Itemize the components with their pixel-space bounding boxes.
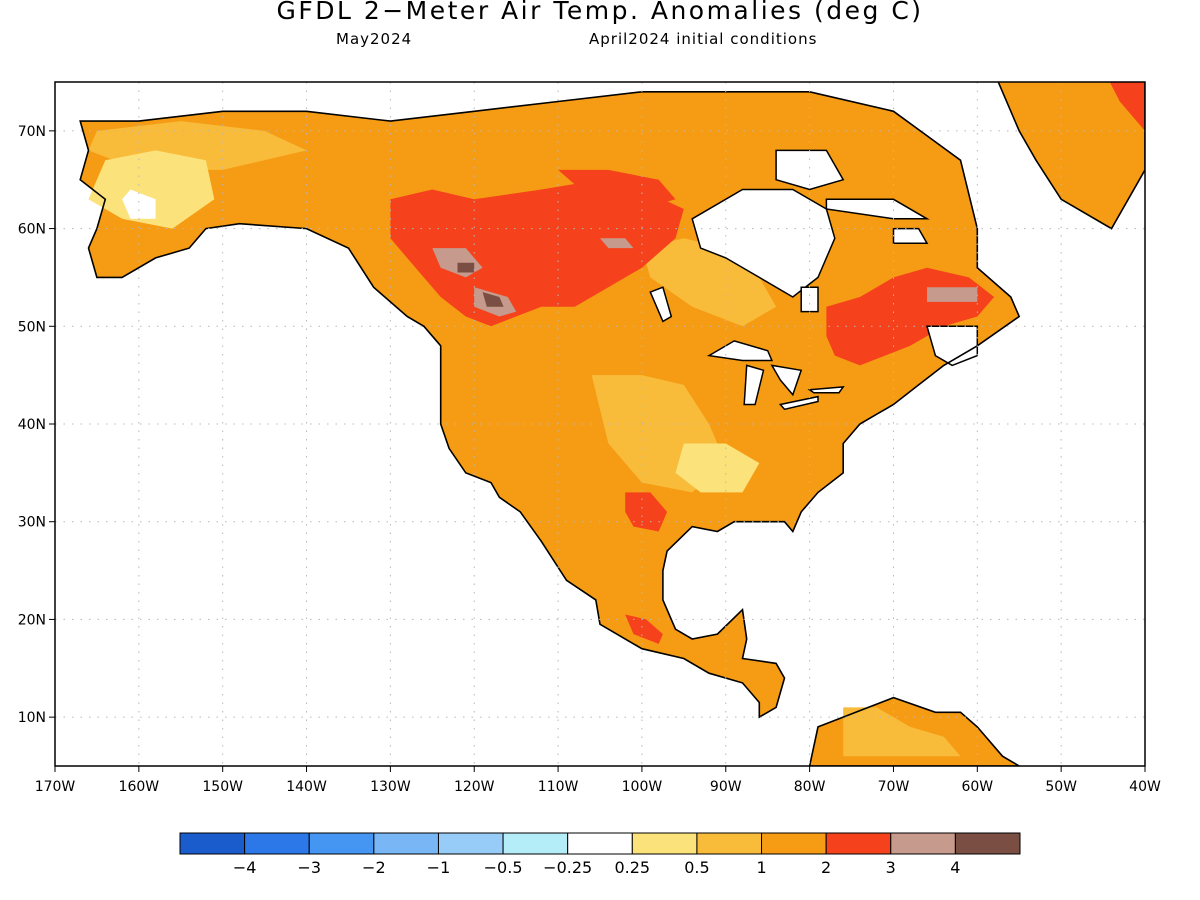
- anomaly-region-10: [390, 179, 684, 327]
- colorbar-label: 0.5: [684, 858, 709, 877]
- water-lake-ontario: [807, 386, 845, 394]
- anomaly-region-11: [558, 169, 676, 209]
- initial-conditions: April2024 initial conditions: [589, 30, 818, 48]
- lat-tick-label: 10N: [18, 710, 46, 726]
- colorbar-swatch: [373, 832, 439, 855]
- lon-tick-label: 40W: [1129, 779, 1161, 795]
- water-foxe-basin: [775, 149, 845, 191]
- map-title: GFDL 2−Meter Air Temp. Anomalies (deg C): [276, 0, 924, 25]
- anomaly-region-0: [80, 91, 1020, 718]
- colorbar-swatch: [437, 832, 504, 855]
- colorbar-swatch: [631, 832, 698, 855]
- colorbar-swatch: [502, 832, 569, 855]
- anomaly-region-7: [88, 150, 215, 229]
- plot-area: [55, 82, 1145, 766]
- lat-tick-label: 40N: [18, 417, 46, 433]
- colorbar: −4 −3 −2 −1 −0.5 −0.25 0.25 0.5 1 2 3 4: [179, 832, 1021, 877]
- colorbar-label: −1: [427, 858, 451, 877]
- colorbar-label: −0.25: [543, 858, 592, 877]
- colorbar-label: −4: [233, 858, 257, 877]
- water-ungava-bay: [892, 227, 929, 244]
- lat-tick-label: 50N: [18, 319, 46, 335]
- anomaly-regions: [80, 82, 1145, 766]
- water-lake-michigan: [743, 364, 765, 406]
- water-hudson-strait: [825, 198, 930, 220]
- lon-tick-label: 50W: [1045, 779, 1077, 795]
- water-lake-huron: [770, 364, 803, 397]
- colorbar-label: 4: [950, 858, 960, 877]
- lon-tick-label: 160W: [119, 779, 160, 795]
- colorbar-swatch: [954, 832, 1021, 855]
- colorbar-swatch: [567, 832, 633, 855]
- lon-tick-label: 120W: [454, 779, 495, 795]
- water-gulf-of-st-lawrence: [926, 325, 979, 367]
- anomaly-region-19: [927, 287, 978, 302]
- lat-tick-label: 20N: [18, 612, 46, 628]
- anomaly-region-5: [641, 238, 777, 327]
- colorbar-swatch: [308, 832, 375, 855]
- lon-tick-label: 100W: [622, 779, 663, 795]
- coastline-1: [997, 82, 1145, 230]
- anomaly-region-14: [625, 614, 663, 644]
- lon-tick-label: 90W: [710, 779, 742, 795]
- anomaly-region-6: [843, 707, 961, 757]
- coastline-0: [79, 91, 1021, 719]
- lon-tick-label: 80W: [794, 779, 826, 795]
- anomaly-region-8: [675, 443, 760, 493]
- colorbar-swatch: [179, 832, 246, 855]
- lon-tick-label: 70W: [878, 779, 910, 795]
- colorbar-label: −3: [297, 858, 321, 877]
- anomaly-region-15: [1109, 82, 1145, 131]
- coastline-2: [808, 696, 1021, 766]
- anomaly-region-18: [600, 238, 634, 249]
- anomaly-region-9: [122, 189, 156, 219]
- colorbar-swatch: [696, 832, 763, 855]
- water-lake-winnipeg: [649, 286, 673, 323]
- colorbar-label: 3: [886, 858, 896, 877]
- lon-tick-label: 170W: [35, 779, 76, 795]
- colorbar-label: −0.5: [484, 858, 523, 877]
- colorbar-label: 1: [756, 858, 766, 877]
- colorbar-label: 0.25: [614, 858, 650, 877]
- lon-tick-label: 130W: [370, 779, 411, 795]
- lat-lon-grid: [55, 82, 1145, 766]
- water-lake-erie: [778, 395, 819, 411]
- anomaly-region-1: [998, 82, 1145, 229]
- forecast-month: May2024: [336, 30, 413, 48]
- lon-tick-label: 110W: [538, 779, 579, 795]
- axis-ticks: [49, 130, 1146, 772]
- water-james-bay: [800, 286, 819, 313]
- lat-tick-label: 30N: [18, 515, 46, 531]
- lon-tick-label: 150W: [202, 779, 243, 795]
- coastlines: [79, 82, 1145, 766]
- colorbar-swatch: [761, 832, 827, 855]
- water-hudson-bay: [691, 188, 836, 298]
- water-bodies: [649, 149, 979, 411]
- colorbar-label: 2: [821, 858, 831, 877]
- lat-tick-label: 60N: [18, 222, 46, 238]
- anomaly-region-21: [482, 292, 504, 307]
- colorbar-swatch: [890, 832, 956, 855]
- colorbar-swatch: [244, 832, 310, 855]
- longitude-labels: 170W 160W 150W 140W 130W 120W 110W 100W 90W 80W 70…: [35, 779, 1161, 795]
- anomaly-region-13: [625, 492, 668, 532]
- lon-tick-label: 140W: [286, 779, 327, 795]
- lat-tick-label: 70N: [18, 124, 46, 140]
- anomaly-region-20: [457, 262, 475, 273]
- colorbar-label: −2: [362, 858, 386, 877]
- colorbar-swatch: [825, 832, 892, 855]
- latitude-labels: 70N 60N 50N 40N 30N 20N 10N: [18, 124, 46, 726]
- water-lake-superior: [706, 340, 774, 362]
- lon-tick-label: 60W: [961, 779, 993, 795]
